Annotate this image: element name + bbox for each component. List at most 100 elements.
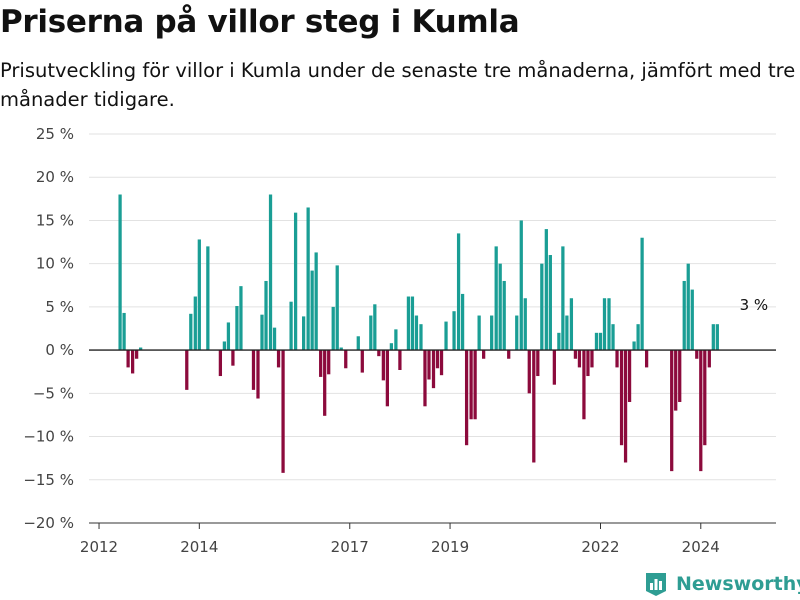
bar [548,255,552,351]
bar [636,324,640,351]
bar [389,343,394,351]
bar [126,350,130,368]
y-tick-label: −10 % [23,428,74,446]
bar [494,246,498,351]
bar [703,350,707,446]
bar [373,304,377,351]
bar [544,229,548,351]
bar [644,350,649,368]
bar [632,341,636,351]
bar [264,280,268,351]
x-tick-label: 2022 [581,538,619,556]
bar [327,350,331,375]
y-tick-label: −20 % [23,514,74,532]
bar [427,350,431,380]
x-tick-label: 2024 [682,538,720,556]
bar [339,347,343,351]
bar [268,194,273,351]
bar [682,280,686,351]
bar [306,207,310,351]
bar [260,314,264,351]
bar [131,350,135,374]
bar [590,350,594,368]
bar [561,246,565,351]
bar [686,263,690,351]
bar [360,350,364,373]
bar [189,313,193,351]
gridlines [89,133,776,524]
bar [398,350,402,370]
bar [344,350,348,369]
bar [356,336,360,351]
x-tick-label: 2017 [331,538,369,556]
bar [640,237,644,351]
y-axis: 25 % 20 % 15 % 10 % 5 % 0 % −5 % −10 % −15 % −20 … [23,125,74,532]
bar [310,270,314,351]
bar [335,265,339,351]
bar [369,315,373,351]
bar [239,286,243,351]
bar [218,350,223,377]
bar [690,289,694,351]
bar [674,350,678,411]
bar [452,311,456,351]
bar [557,332,561,351]
bar [611,324,615,351]
bar [385,350,389,407]
bar [456,233,461,351]
bar [226,322,231,351]
bar [419,324,423,351]
bar [197,239,201,351]
bar [377,350,381,357]
bar [222,341,227,351]
bar [715,324,719,351]
bar [460,293,465,351]
bar [573,350,578,359]
brand-name: Newsworthy [676,573,800,595]
newsworthy-logo-icon [646,573,666,596]
bar [586,350,590,377]
bar [552,350,556,385]
bar [569,298,574,351]
bar [439,350,444,376]
bar [695,350,699,359]
bar [231,350,235,366]
bar [615,350,619,368]
bar [594,332,599,351]
bar [502,280,506,351]
x-tick-label: 2012 [80,538,118,556]
bar [431,350,436,389]
bar [206,246,210,351]
bar [256,350,260,399]
y-tick-label: −15 % [23,471,74,489]
bar [602,298,607,351]
bar [281,350,285,473]
bar [135,350,139,359]
y-tick-label: 25 % [36,125,74,143]
y-tick-label: 10 % [36,255,74,273]
bar [532,350,536,463]
bar [678,350,682,402]
bar [582,350,586,420]
bar [699,350,703,472]
bar [289,301,293,351]
bar [536,350,540,377]
bar [619,350,624,446]
bar [598,332,603,351]
brand: Newsworthy [644,570,800,598]
bar [251,350,256,390]
chart-subtitle: Prisutveckling för villor i Kumla under … [0,59,796,111]
bar [118,194,122,351]
y-tick-label: 15 % [36,211,74,229]
bar [435,350,440,369]
x-tick-label: 2019 [431,538,469,556]
bar [314,252,318,351]
bar [319,350,323,377]
last-value-annotation: 3 % [740,296,769,314]
bar [423,350,427,407]
chart-title: Priserna på villor steg i Kumla [0,4,520,40]
bar [444,321,448,351]
y-tick-label: 0 % [45,341,74,359]
bar [331,306,335,351]
bar [414,315,419,351]
